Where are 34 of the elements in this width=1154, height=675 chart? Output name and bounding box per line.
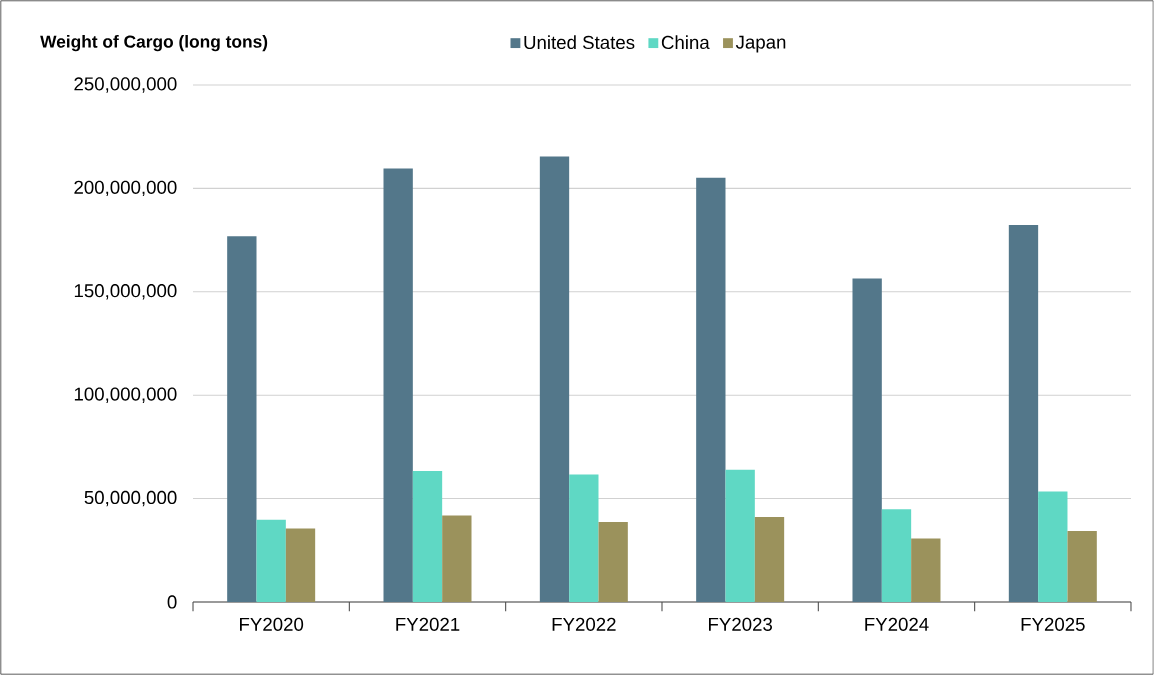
x-tick-label: FY2025 <box>1021 617 1085 631</box>
bar <box>1008 225 1039 602</box>
x-tick-label: FY2020 <box>240 617 304 631</box>
x-tick-label: FY2023 <box>709 617 773 631</box>
bar <box>598 521 628 602</box>
legend-label: China <box>661 35 710 50</box>
bar <box>227 236 257 602</box>
bar <box>1038 491 1068 602</box>
bar <box>442 515 472 602</box>
y-tick-label: 200,000,000 <box>74 180 177 197</box>
legend-label: United States <box>524 35 635 50</box>
bar <box>285 528 316 602</box>
y-tick-label: 250,000,000 <box>74 77 177 93</box>
bar <box>725 469 755 602</box>
y-tick-label: 150,000,000 <box>74 284 177 300</box>
legend-label: Japan <box>735 35 786 53</box>
bar <box>539 156 570 602</box>
bar <box>696 177 726 602</box>
bar <box>1067 531 1097 602</box>
bar <box>383 168 413 602</box>
x-tick-label: FY2021 <box>396 617 460 631</box>
bar <box>754 516 785 602</box>
y-tick-label: 50,000,000 <box>84 490 177 507</box>
bar <box>881 509 912 602</box>
bar <box>852 278 882 602</box>
y-axis-title: Weight of Cargo (long tons) <box>40 35 268 52</box>
bar <box>911 538 941 602</box>
bar <box>569 474 599 602</box>
bar <box>412 471 443 602</box>
x-tick-label: FY2024 <box>865 617 929 631</box>
y-tick-label: 0 <box>167 595 177 609</box>
bar <box>256 519 286 602</box>
y-tick-label: 100,000,000 <box>74 387 177 403</box>
x-tick-label: FY2022 <box>552 617 616 631</box>
